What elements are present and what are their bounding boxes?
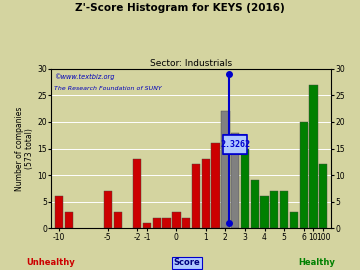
Bar — [133, 159, 141, 228]
Bar — [270, 191, 279, 228]
Bar — [64, 212, 73, 228]
Text: Z'-Score Histogram for KEYS (2016): Z'-Score Histogram for KEYS (2016) — [75, 3, 285, 13]
Text: Score: Score — [174, 258, 201, 267]
Bar — [221, 111, 230, 228]
Bar — [202, 159, 210, 228]
Bar — [309, 85, 318, 228]
Text: The Research Foundation of SUNY: The Research Foundation of SUNY — [54, 86, 162, 91]
Bar — [290, 212, 298, 228]
Text: ©www.textbiz.org: ©www.textbiz.org — [54, 73, 114, 80]
Bar — [231, 133, 239, 228]
Bar — [280, 191, 288, 228]
Text: 2.3262: 2.3262 — [220, 140, 250, 149]
Bar — [104, 191, 112, 228]
Bar — [143, 223, 151, 228]
Bar — [241, 148, 249, 228]
Bar — [300, 122, 308, 228]
Title: Sector: Industrials: Sector: Industrials — [150, 59, 232, 68]
Bar — [224, 135, 247, 154]
Bar — [172, 212, 181, 228]
Text: Unhealthy: Unhealthy — [26, 258, 75, 267]
Bar — [251, 180, 259, 228]
Bar — [211, 143, 220, 228]
Bar — [182, 218, 190, 228]
Bar — [192, 164, 200, 228]
Bar — [260, 196, 269, 228]
Bar — [55, 196, 63, 228]
Bar — [162, 218, 171, 228]
Bar — [113, 212, 122, 228]
Y-axis label: Number of companies
(573 total): Number of companies (573 total) — [15, 106, 35, 191]
Text: Healthy: Healthy — [298, 258, 335, 267]
Bar — [319, 164, 327, 228]
Bar — [153, 218, 161, 228]
